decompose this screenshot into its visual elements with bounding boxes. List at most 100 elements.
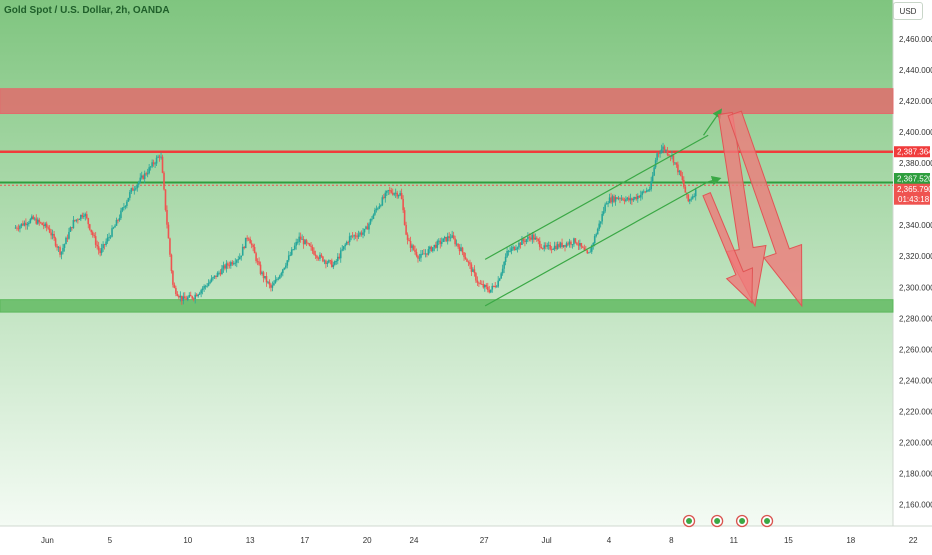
candle[interactable]	[467, 260, 470, 267]
candle[interactable]	[489, 289, 492, 294]
candle[interactable]	[273, 280, 275, 286]
candle[interactable]	[531, 232, 534, 244]
candle[interactable]	[292, 249, 295, 251]
candle[interactable]	[295, 238, 297, 250]
candle[interactable]	[607, 200, 609, 208]
candle[interactable]	[559, 241, 562, 249]
candle[interactable]	[259, 261, 262, 276]
candle[interactable]	[538, 237, 541, 251]
candle[interactable]	[16, 225, 18, 231]
candle[interactable]	[573, 237, 575, 247]
candle[interactable]	[568, 238, 571, 248]
candle[interactable]	[412, 244, 415, 251]
candle[interactable]	[325, 259, 327, 269]
candle[interactable]	[399, 190, 401, 197]
candle[interactable]	[694, 187, 697, 201]
candle[interactable]	[544, 242, 547, 250]
candle[interactable]	[197, 293, 199, 298]
candle[interactable]	[423, 249, 425, 255]
candle[interactable]	[188, 292, 191, 299]
candle[interactable]	[647, 189, 649, 192]
candle[interactable]	[405, 221, 407, 236]
candle[interactable]	[286, 259, 289, 269]
candle[interactable]	[632, 196, 635, 202]
candle[interactable]	[488, 285, 491, 294]
candle[interactable]	[650, 176, 652, 192]
candle[interactable]	[120, 207, 122, 220]
candle[interactable]	[479, 279, 482, 285]
candle[interactable]	[185, 295, 188, 301]
candle[interactable]	[175, 285, 177, 297]
candle[interactable]	[206, 282, 208, 288]
candle[interactable]	[458, 244, 461, 255]
candle[interactable]	[457, 243, 459, 249]
candle[interactable]	[663, 144, 666, 154]
candle[interactable]	[99, 248, 101, 257]
candle[interactable]	[402, 195, 404, 213]
candle[interactable]	[641, 190, 644, 200]
candle[interactable]	[353, 234, 355, 241]
candle[interactable]	[430, 245, 433, 252]
candle[interactable]	[576, 241, 578, 246]
candle[interactable]	[32, 214, 35, 220]
candle[interactable]	[660, 144, 663, 154]
candle[interactable]	[103, 243, 106, 250]
candle[interactable]	[262, 270, 265, 283]
candle[interactable]	[311, 244, 314, 254]
candle[interactable]	[301, 234, 303, 240]
candle[interactable]	[198, 291, 201, 295]
candle[interactable]	[684, 184, 687, 193]
candle[interactable]	[127, 197, 130, 202]
candle[interactable]	[163, 171, 165, 191]
candle[interactable]	[80, 214, 82, 222]
candle[interactable]	[396, 190, 398, 199]
candle[interactable]	[54, 236, 57, 248]
candle[interactable]	[454, 235, 456, 247]
candle[interactable]	[152, 159, 155, 167]
candle[interactable]	[666, 147, 669, 157]
candle[interactable]	[169, 237, 171, 257]
candle[interactable]	[268, 279, 271, 289]
candle[interactable]	[574, 238, 577, 244]
candle[interactable]	[472, 267, 474, 272]
candle[interactable]	[512, 244, 514, 251]
candle[interactable]	[164, 189, 167, 212]
candle[interactable]	[241, 243, 244, 256]
candle[interactable]	[391, 188, 394, 196]
candle[interactable]	[329, 259, 332, 265]
candle[interactable]	[464, 252, 467, 260]
candle[interactable]	[320, 253, 323, 258]
candle[interactable]	[115, 217, 118, 226]
candle[interactable]	[552, 247, 554, 250]
candle[interactable]	[476, 276, 479, 287]
candle[interactable]	[310, 242, 312, 251]
candle[interactable]	[473, 265, 476, 277]
candle[interactable]	[374, 207, 376, 216]
candle[interactable]	[231, 260, 234, 267]
candle[interactable]	[623, 197, 626, 205]
candle[interactable]	[638, 195, 641, 199]
candle[interactable]	[326, 260, 329, 267]
candle[interactable]	[139, 173, 142, 184]
candle[interactable]	[222, 261, 225, 273]
candle[interactable]	[478, 281, 480, 287]
candle[interactable]	[60, 251, 63, 260]
candle[interactable]	[385, 190, 388, 196]
candle[interactable]	[445, 236, 448, 243]
candle[interactable]	[172, 270, 174, 288]
candle[interactable]	[492, 285, 495, 288]
candle[interactable]	[36, 217, 39, 225]
candle[interactable]	[442, 238, 445, 243]
candle[interactable]	[460, 243, 462, 252]
candle[interactable]	[513, 246, 516, 251]
candle[interactable]	[639, 190, 642, 201]
candle[interactable]	[96, 240, 98, 250]
candle[interactable]	[555, 241, 557, 251]
event-marker-icon[interactable]	[735, 514, 749, 528]
candle[interactable]	[644, 190, 647, 194]
candle[interactable]	[145, 171, 147, 176]
candle[interactable]	[258, 257, 260, 266]
candle[interactable]	[146, 168, 149, 178]
candle[interactable]	[243, 246, 246, 250]
candle[interactable]	[155, 155, 158, 166]
